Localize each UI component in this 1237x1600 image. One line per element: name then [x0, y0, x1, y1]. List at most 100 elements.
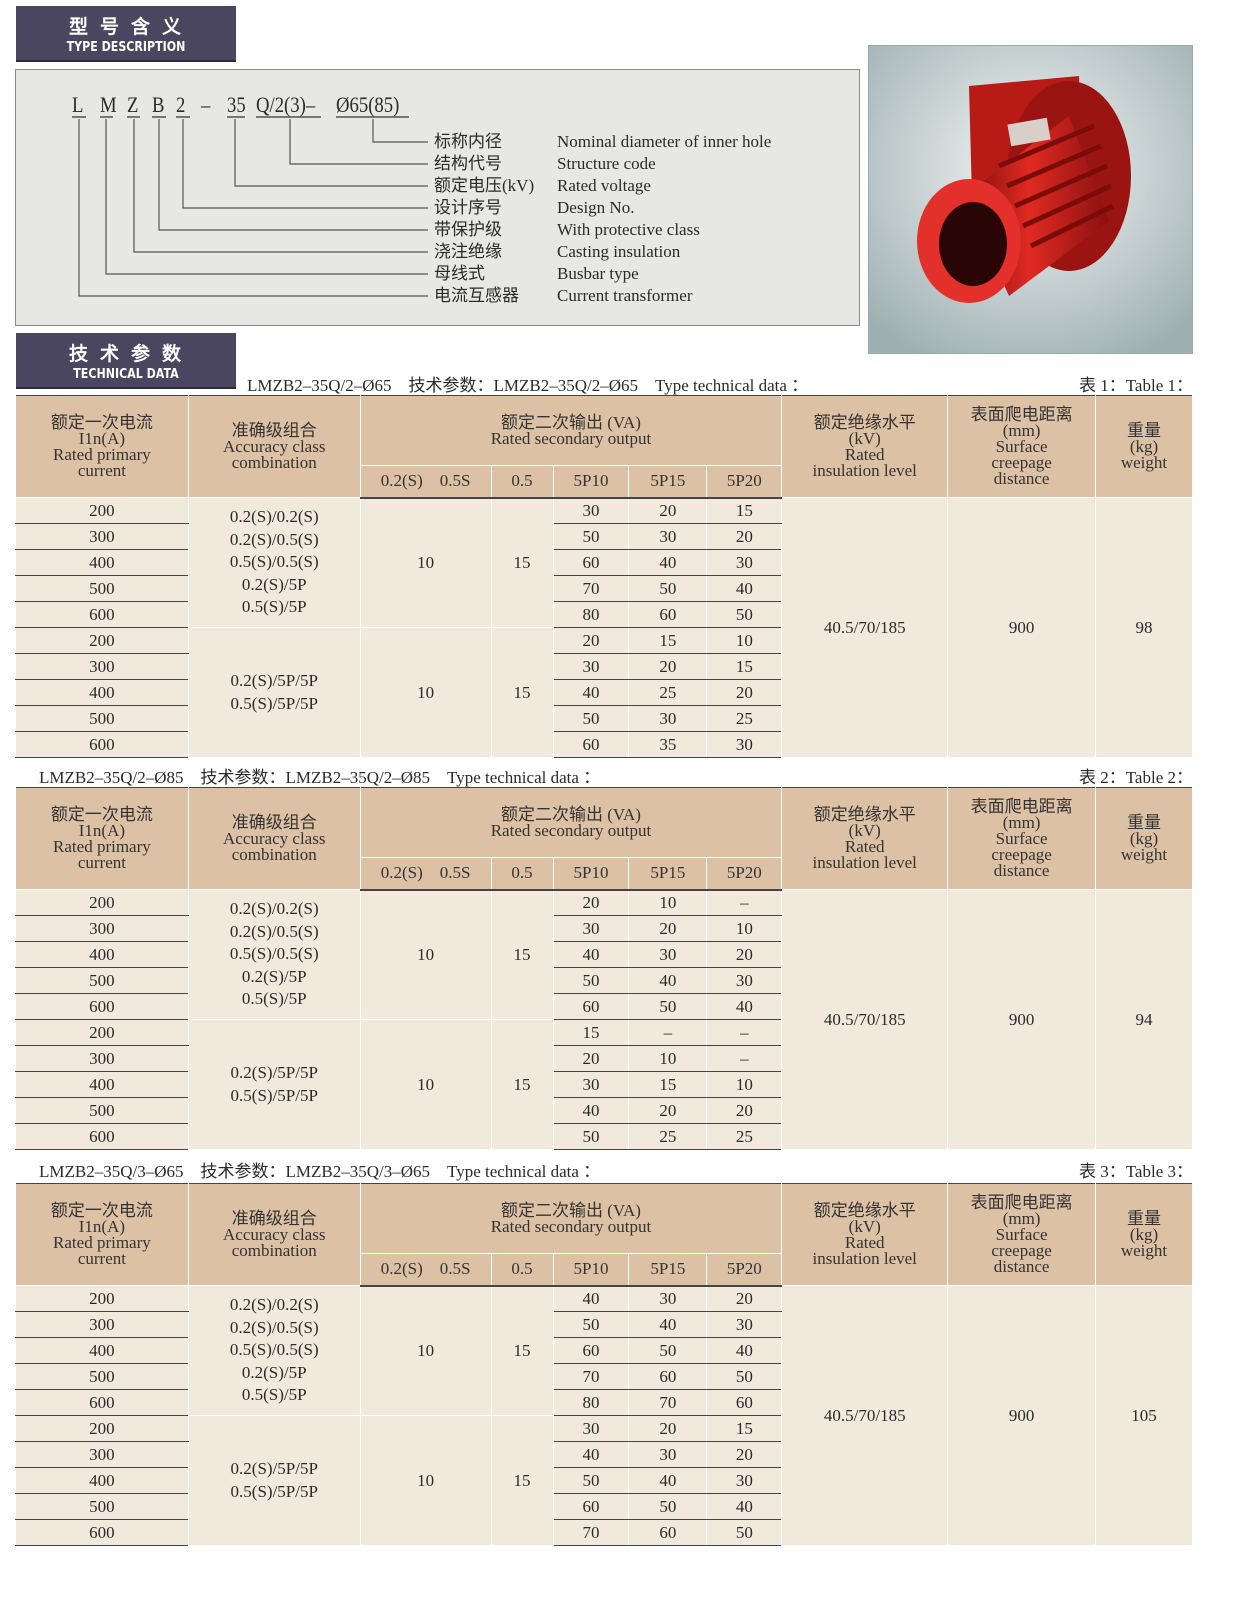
header-line: combination — [231, 844, 317, 864]
output-5p15: 70 — [628, 1389, 708, 1416]
table-row: 500 70 50 40 — [15, 575, 1193, 602]
table-caption-text: LMZB2–35Q/3–Ø65 技术参数：LMZB2–35Q/3–Ø65 Typ… — [39, 1162, 601, 1181]
header-current: 额定一次电流 I1n(A) Rated primary current — [15, 787, 189, 890]
output-02s-05s: 10 — [359, 889, 492, 1020]
output-5p10: 40 — [552, 1285, 630, 1312]
header-line: I1n(A) — [78, 1216, 126, 1236]
header-output-sub: 0.2(S) 0.5S — [359, 1253, 492, 1287]
output-5p15: 30 — [628, 523, 708, 550]
type-item-cn: 浇注绝缘 — [434, 242, 502, 261]
header-line: current — [77, 460, 126, 480]
output-5p20: 40 — [706, 1337, 783, 1364]
output-5p15: 30 — [628, 941, 708, 968]
output-5p15: – — [628, 1019, 708, 1046]
output-5p20: 40 — [706, 993, 783, 1020]
header-line: Accuracy class — [223, 828, 326, 848]
output-05: 15 — [490, 497, 554, 628]
table-row: 200 0.2(S)/0.2(S) 0.2(S)/0.5(S) 0.5(S)/0.5(… — [15, 889, 1193, 1150]
output-5p15: 15 — [628, 1071, 708, 1098]
table-number: 表 2：Table 2： — [1078, 768, 1193, 787]
output-5p15: 25 — [628, 679, 708, 706]
rated-primary-current: 300 — [15, 1311, 189, 1338]
header-line: 0.2(S)/0.5(S) — [229, 921, 319, 941]
rated-primary-current: 600 — [15, 993, 189, 1020]
technical-data-table-2: 额定一次电流 I1n(A) Rated primary current 准确级组合 Acc… — [15, 787, 1193, 1150]
output-5p20: 20 — [706, 523, 783, 550]
output-5p20: 10 — [706, 915, 783, 942]
type-code-part: Q/2(3)– — [256, 92, 316, 117]
code-connector-lines — [72, 116, 428, 297]
table-row: 200 0.2(S)/0.2(S) 0.2(S)/0.5(S) 0.5(S)/0.5(… — [15, 1285, 1193, 1546]
header-line: 额定二次输出 (VA) — [501, 1200, 641, 1220]
output-5p10: 60 — [552, 731, 630, 758]
table-row: 300 50 40 30 — [15, 1311, 1193, 1338]
output-5p15: 20 — [628, 653, 708, 680]
table-number: 表 3：Table 3： — [1078, 1162, 1193, 1181]
rated-primary-current: 500 — [15, 1493, 189, 1520]
output-5p15: 25 — [628, 1123, 708, 1150]
output-5p15: 30 — [628, 705, 708, 732]
header-output: 额定二次输出 (VA) Rated secondary output — [359, 787, 783, 858]
output-02s-05s: 10 — [359, 1415, 492, 1546]
table-caption-text: LMZB2–35Q/2–Ø65 技术参数：LMZB2–35Q/2–Ø65 Typ… — [247, 376, 809, 395]
output-5p10: 50 — [552, 967, 630, 994]
header-line: Rated primary — [53, 836, 151, 856]
type-code-part: L — [72, 92, 84, 117]
output-5p15: 40 — [628, 967, 708, 994]
table-number: 表 1：Table 1： — [1078, 376, 1193, 395]
header-line: 0.5(S)/0.5(S) — [229, 552, 319, 572]
output-5p20: 20 — [706, 941, 783, 968]
header-line: insulation level — [812, 1248, 917, 1268]
header-line: 额定绝缘水平 — [813, 804, 916, 824]
output-05: 15 — [490, 889, 554, 1020]
type-item-en: Rated voltage — [557, 176, 651, 195]
output-5p10: 30 — [552, 915, 630, 942]
output-05: 15 — [490, 1415, 554, 1546]
table-caption: LMZB2–35Q/3–Ø65 技术参数：LMZB2–35Q/3–Ø65 Typ… — [15, 1157, 1193, 1181]
header-line: Rated primary — [53, 444, 151, 464]
type-item-cn: 母线式 — [434, 264, 485, 283]
header-line: 0.2(S)/5P/5P — [230, 1459, 318, 1478]
output-5p15: 40 — [628, 1311, 708, 1338]
table-row: 500 70 60 50 — [15, 1363, 1193, 1390]
output-5p10: 30 — [552, 653, 630, 680]
header-line: insulation level — [812, 852, 917, 872]
header-insulation: 额定绝缘水平 (kV) Rated insulation level — [781, 1183, 949, 1286]
rated-primary-current: 600 — [15, 601, 189, 628]
output-5p10: 15 — [552, 1019, 630, 1046]
table-row: 400 60 40 30 — [15, 549, 1193, 576]
header-line: (mm) — [1002, 812, 1041, 832]
output-5p20: 15 — [706, 497, 783, 524]
rated-primary-current: 200 — [15, 497, 189, 524]
header-line: 准确级组合 — [231, 812, 317, 832]
output-5p20: 50 — [706, 1519, 783, 1546]
weight-value: 105 — [1095, 1285, 1193, 1546]
header-line: 0.5(S)/5P/5P — [230, 1481, 318, 1501]
header-line: 额定一次电流 — [50, 412, 153, 432]
header-line: 表面爬电距离 — [970, 1192, 1073, 1212]
header-line: (mm) — [1002, 420, 1041, 440]
output-5p20: 20 — [706, 1285, 783, 1312]
output-5p10: 20 — [552, 889, 630, 916]
output-5p15: 40 — [628, 1467, 708, 1494]
output-5p20: 20 — [706, 1097, 783, 1124]
output-5p10: 80 — [552, 601, 630, 628]
rated-primary-current: 500 — [15, 705, 189, 732]
header-output-sub: 0.5 — [490, 465, 554, 499]
header-line: weight — [1120, 844, 1168, 864]
output-5p15: 20 — [628, 497, 708, 524]
type-code-part: 2 — [176, 92, 186, 117]
output-5p10: 20 — [552, 627, 630, 654]
output-5p20: 30 — [706, 1311, 783, 1338]
header-line: distance — [993, 1256, 1050, 1276]
table-row: 200 0.2(S)/5P/5P 0.5(S)/5P/5P 10 15 15– – — [15, 1019, 1193, 1150]
header-line: Surface — [995, 436, 1048, 456]
header-line: 0.2(S)/0.5(S) — [229, 1317, 319, 1337]
technical-data-title-en: TECHNICAL DATA — [73, 367, 179, 382]
creepage-value: 900 — [947, 889, 1097, 1150]
table-caption-text: LMZB2–35Q/2–Ø85 技术参数：LMZB2–35Q/2–Ø85 Typ… — [39, 768, 601, 787]
rated-primary-current: 400 — [15, 549, 189, 576]
rated-primary-current: 200 — [15, 1415, 189, 1442]
header-line: 0.5(S)/0.5(S) — [229, 944, 319, 964]
output-5p10: 40 — [552, 1097, 630, 1124]
